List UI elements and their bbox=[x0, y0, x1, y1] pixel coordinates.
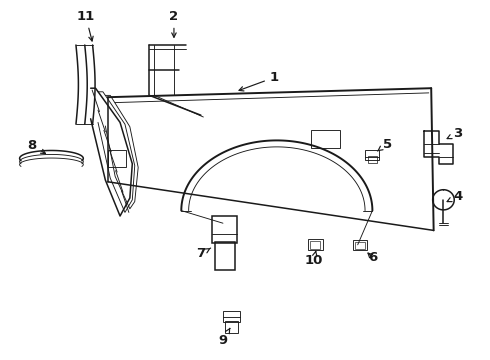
Bar bbox=[355, 242, 365, 249]
Bar bbox=[368, 156, 377, 163]
Bar bbox=[308, 239, 323, 250]
Text: 11: 11 bbox=[76, 10, 95, 41]
Bar bbox=[223, 311, 240, 322]
Text: 9: 9 bbox=[219, 328, 230, 347]
Text: 5: 5 bbox=[377, 138, 392, 151]
Bar bbox=[212, 216, 237, 243]
Bar bbox=[365, 150, 379, 160]
Text: 7: 7 bbox=[196, 247, 211, 260]
Text: 6: 6 bbox=[368, 251, 377, 264]
Text: 1: 1 bbox=[239, 71, 279, 91]
Bar bbox=[310, 241, 320, 249]
Bar bbox=[215, 242, 235, 270]
Bar bbox=[353, 240, 367, 250]
Text: 8: 8 bbox=[27, 139, 46, 153]
Text: 4: 4 bbox=[447, 190, 463, 203]
Bar bbox=[311, 130, 340, 148]
Text: 2: 2 bbox=[170, 10, 178, 37]
Text: 10: 10 bbox=[304, 251, 323, 267]
Text: 3: 3 bbox=[447, 127, 463, 140]
Bar bbox=[108, 150, 126, 167]
Bar bbox=[225, 321, 238, 333]
